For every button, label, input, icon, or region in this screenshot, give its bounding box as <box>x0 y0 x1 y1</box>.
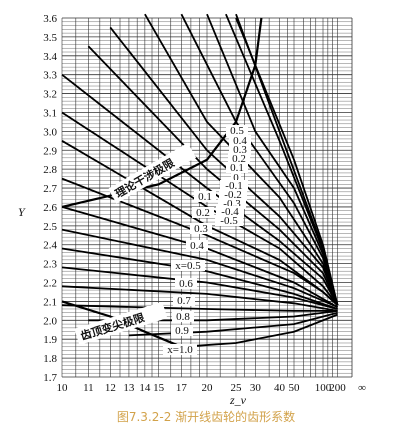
series-label: 0.1 <box>230 162 244 174</box>
series-label-bg <box>171 260 205 271</box>
figure-caption: 图7.3.2-2 渐开线齿轮的齿形系数 <box>116 410 296 424</box>
x-tick-label: 25 <box>231 382 243 394</box>
y-tick-label: 3.4 <box>43 51 57 63</box>
annotation-bg <box>108 142 197 204</box>
series-line <box>128 311 338 337</box>
x-tick-label: 100 <box>315 382 332 394</box>
y-tick-label: 2.7 <box>43 183 57 195</box>
series-label-bg <box>175 278 197 289</box>
series-label: -0.5 <box>220 215 238 227</box>
y-tick-label: 1.9 <box>43 334 57 346</box>
y-tick-label: 3.2 <box>43 89 57 101</box>
y-tick-label: 2.2 <box>43 278 57 290</box>
series-label-bg <box>228 153 250 164</box>
series-label: 0.2 <box>196 207 210 219</box>
series-label-bg <box>194 191 216 202</box>
series-label-bg <box>231 172 241 183</box>
y-tick-label: 2.5 <box>43 221 57 233</box>
labels: 1.7 1.8 1.9 2.0 2.1 2.2 2.3 2.4 2.5 2.6 2.7 2.8 2.9 3… <box>43 13 366 394</box>
series-label: 0.5 <box>230 125 244 137</box>
series-line <box>61 285 338 312</box>
x-tick-label: 20 <box>202 382 214 394</box>
series-label: 0.4 <box>190 240 204 252</box>
series-label: 0.3 <box>194 223 208 235</box>
series-label: 0 <box>233 172 239 184</box>
annotation-bg <box>74 301 168 345</box>
series-line <box>181 313 338 348</box>
series-line <box>61 247 338 310</box>
curves <box>61 13 339 348</box>
x-tick-label: 11 <box>83 382 94 394</box>
x-tick-label: 30 <box>250 382 262 394</box>
x-tick-label: 15 <box>153 382 165 394</box>
series-label: x=1.0 <box>167 344 193 356</box>
x-axis-label: z_v <box>229 393 247 407</box>
series-label-bg <box>192 207 214 218</box>
series-line <box>144 13 339 306</box>
series-label-bg <box>171 325 193 336</box>
y-tick-label: 2.9 <box>43 145 57 157</box>
series-label-bg <box>172 311 194 322</box>
series-label-bg <box>186 240 208 251</box>
series-label-bg <box>229 135 251 146</box>
y-tick-label: 2.3 <box>43 259 57 271</box>
y-tick-label: 2.8 <box>43 164 57 176</box>
series-label-bg <box>215 215 243 226</box>
series-line <box>87 45 339 306</box>
series-line <box>61 177 339 306</box>
series-label: 0.9 <box>175 325 189 337</box>
y-tick-label: 1.8 <box>43 353 57 365</box>
y-tick-label: 1.7 <box>43 372 57 384</box>
series-line <box>109 26 339 306</box>
series-label-bg <box>190 223 212 234</box>
x-tick-label: 17 <box>176 382 188 394</box>
series-line <box>61 228 338 308</box>
x-tick-label: 50 <box>289 382 301 394</box>
series-label-bg <box>163 344 197 355</box>
series-label-bg <box>220 180 248 191</box>
y-tick-label: 3.6 <box>43 13 57 25</box>
series-line <box>61 73 339 306</box>
series-label: 0.6 <box>179 278 193 290</box>
series-label-bg <box>226 162 248 173</box>
y-tick-label: 3.5 <box>43 32 57 44</box>
x-tick-label: 10 <box>57 382 69 394</box>
x-tick-label: 14 <box>139 382 151 394</box>
x-tick-label: 13 <box>123 382 135 394</box>
y-tick-label: 3.3 <box>43 70 57 82</box>
y-axis-label: Y <box>18 205 26 219</box>
series-label-bg <box>226 125 248 136</box>
series-label-bg <box>229 144 251 155</box>
series-line <box>180 13 339 306</box>
y-tick-label: 2.6 <box>43 202 57 214</box>
series-label: 0.1 <box>198 191 212 203</box>
x-tick-label: 40 <box>274 382 286 394</box>
series-label: x=0.5 <box>175 260 201 272</box>
series-line <box>61 206 338 308</box>
series-line <box>61 266 338 310</box>
series-label: 0.8 <box>176 311 190 323</box>
series-label: 0.7 <box>177 295 191 307</box>
y-tick-label: 2.1 <box>43 296 57 308</box>
series-label-bg <box>173 295 195 306</box>
y-tick-label: 2.0 <box>43 315 57 327</box>
x-tick-label: 200 <box>329 382 346 394</box>
series-label-bg <box>219 189 247 200</box>
series-label-bg <box>216 206 244 217</box>
y-tick-label: 3.0 <box>43 126 57 138</box>
series-line <box>61 304 338 312</box>
y-tick-label: 3.1 <box>43 107 57 119</box>
x-tick-label: ∞ <box>358 382 366 394</box>
y-tick-label: 2.4 <box>43 240 57 252</box>
x-tick-label: 12 <box>105 382 116 394</box>
series-label-bg <box>218 198 246 209</box>
